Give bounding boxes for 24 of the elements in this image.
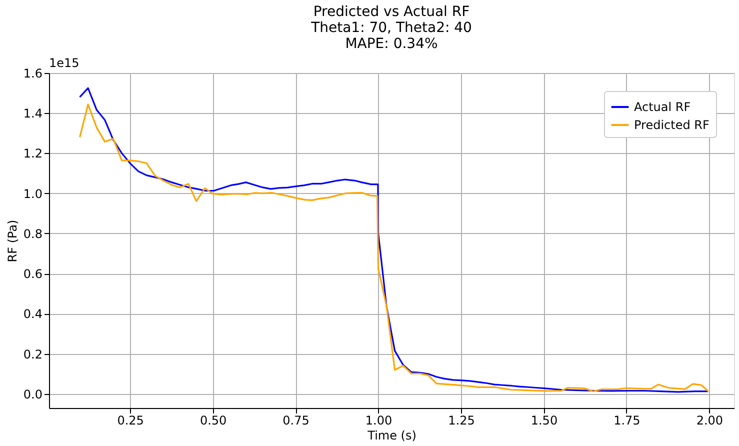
- y-tick-label: 0.2: [23, 347, 42, 362]
- y-tick-label: 0.4: [23, 307, 42, 322]
- y-tick-label: 1.4: [23, 106, 42, 121]
- x-tick-label: 0.50: [200, 414, 227, 428]
- x-tick-label: 1.00: [365, 414, 392, 428]
- y-tick-label: 1.0: [23, 186, 42, 201]
- legend-label: Predicted RF: [634, 118, 710, 132]
- y-tick-label: 1.6: [23, 66, 42, 80]
- x-tick-label: 1.50: [530, 414, 558, 428]
- y-tick-label: 0.6: [23, 267, 42, 282]
- y-tick-label: 1.2: [23, 146, 42, 161]
- x-tick-label: 1.25: [448, 414, 475, 428]
- y-axis-title: RF (Pa): [5, 220, 20, 262]
- chart-title: Predicted vs Actual RF: [313, 4, 470, 20]
- x-tick-label: 0.75: [282, 414, 310, 428]
- x-tick-label: 0.25: [117, 414, 144, 428]
- x-axis-title: Time (s): [366, 428, 416, 442]
- text: 1e15: [49, 56, 80, 70]
- chart-subtitle: Theta1: 70, Theta2: 40 MAPE: 0.34%: [310, 20, 472, 52]
- legend-label: Actual RF: [634, 100, 691, 114]
- y-tick-label: 0.8: [23, 226, 42, 241]
- x-tick-label: 2.00: [696, 414, 724, 428]
- y-tick-label: 0.0: [23, 387, 42, 402]
- x-tick-label: 1.75: [614, 414, 640, 428]
